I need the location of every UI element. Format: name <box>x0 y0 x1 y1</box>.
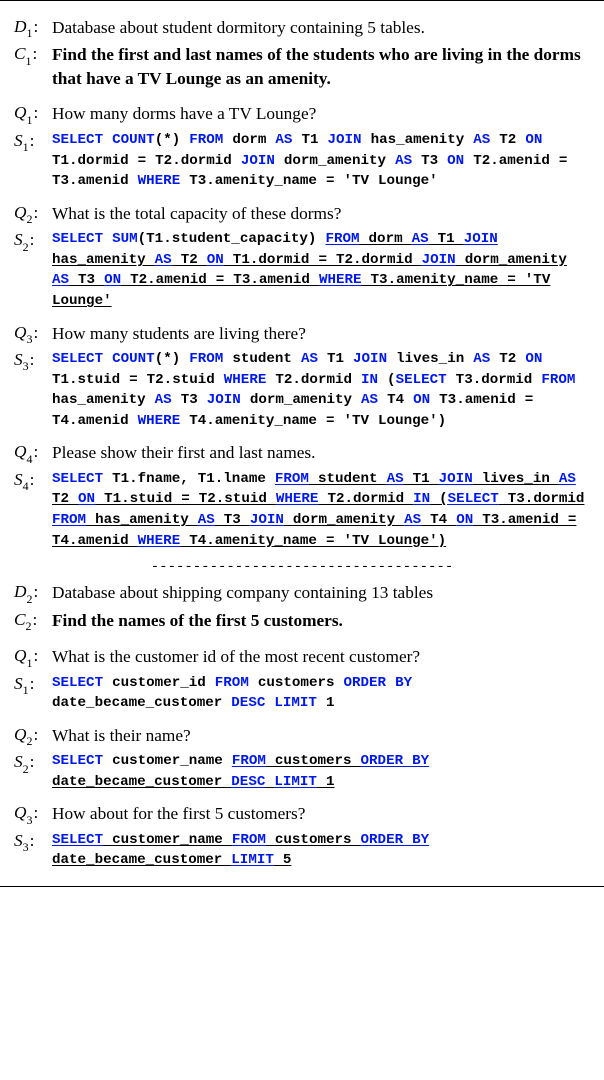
q3-row: Q3: How many students are living there? <box>14 322 590 346</box>
s2-row: S2: SELECT SUM(T1.student_capacity) FROM… <box>14 229 590 311</box>
s3-row: S3: SELECT COUNT(*) FROM student AS T1 J… <box>14 349 590 431</box>
c2-label: C2: <box>14 609 52 633</box>
e2-q3-row: Q3: How about for the first 5 customers? <box>14 802 590 826</box>
q3-text: How many students are living there? <box>52 322 590 346</box>
d2-text: Database about shipping company containi… <box>52 581 590 605</box>
q1-label: Q1: <box>14 102 52 126</box>
e2-q1-label: Q1: <box>14 645 52 669</box>
s2-sql: SELECT SUM(T1.student_capacity) FROM dor… <box>52 229 590 311</box>
e2-s1-sql: SELECT customer_id FROM customers ORDER … <box>52 673 590 714</box>
d2-label: D2: <box>14 581 52 605</box>
q1-row: Q1: How many dorms have a TV Lounge? <box>14 102 590 126</box>
c1-row: C1: Find the first and last names of the… <box>14 43 590 90</box>
e2-s2-row: S2: SELECT customer_name FROM customers … <box>14 751 590 792</box>
e2-q2-row: Q2: What is their name? <box>14 724 590 748</box>
c2-row: C2: Find the names of the first 5 custom… <box>14 609 590 633</box>
q3-label: Q3: <box>14 322 52 346</box>
e2-s1-label: S1: <box>14 673 52 697</box>
d2-row: D2: Database about shipping company cont… <box>14 581 590 605</box>
s1-label: S1: <box>14 130 52 154</box>
s1-sql: SELECT COUNT(*) FROM dorm AS T1 JOIN has… <box>52 130 590 192</box>
c1-text: Find the first and last names of the stu… <box>52 43 590 90</box>
e2-s3-row: S3: SELECT customer_name FROM customers … <box>14 830 590 871</box>
d1-text: Database about student dormitory contain… <box>52 16 590 40</box>
s4-label: S4: <box>14 469 52 493</box>
s3-sql: SELECT COUNT(*) FROM student AS T1 JOIN … <box>52 349 590 431</box>
q2-row: Q2: What is the total capacity of these … <box>14 202 590 226</box>
d1-row: D1: Database about student dormitory con… <box>14 16 590 40</box>
e2-q2-label: Q2: <box>14 724 52 748</box>
s3-label: S3: <box>14 349 52 373</box>
q4-row: Q4: Please show their first and last nam… <box>14 441 590 465</box>
s1-row: S1: SELECT COUNT(*) FROM dorm AS T1 JOIN… <box>14 130 590 192</box>
e2-s1-row: S1: SELECT customer_id FROM customers OR… <box>14 673 590 714</box>
e2-q3-text: How about for the first 5 customers? <box>52 802 590 826</box>
e2-s3-sql: SELECT customer_name FROM customers ORDE… <box>52 830 590 871</box>
e2-s3-label: S3: <box>14 830 52 854</box>
d1-label: D1: <box>14 16 52 40</box>
s4-row: S4: SELECT T1.fname, T1.lname FROM stude… <box>14 469 590 551</box>
q2-text: What is the total capacity of these dorm… <box>52 202 590 226</box>
e2-q2-text: What is their name? <box>52 724 590 748</box>
e2-q3-label: Q3: <box>14 802 52 826</box>
section-divider: ------------------------------------ <box>14 559 590 575</box>
s4-sql: SELECT T1.fname, T1.lname FROM student A… <box>52 469 590 551</box>
e2-s2-label: S2: <box>14 751 52 775</box>
e2-s2-sql: SELECT customer_name FROM customers ORDE… <box>52 751 590 792</box>
q2-label: Q2: <box>14 202 52 226</box>
c2-text: Find the names of the first 5 customers. <box>52 609 590 633</box>
figure-container: D1: Database about student dormitory con… <box>0 0 604 887</box>
c1-label: C1: <box>14 43 52 67</box>
q4-text: Please show their first and last names. <box>52 441 590 465</box>
q4-label: Q4: <box>14 441 52 465</box>
q1-text: How many dorms have a TV Lounge? <box>52 102 590 126</box>
e2-q1-text: What is the customer id of the most rece… <box>52 645 590 669</box>
e2-q1-row: Q1: What is the customer id of the most … <box>14 645 590 669</box>
s2-label: S2: <box>14 229 52 253</box>
